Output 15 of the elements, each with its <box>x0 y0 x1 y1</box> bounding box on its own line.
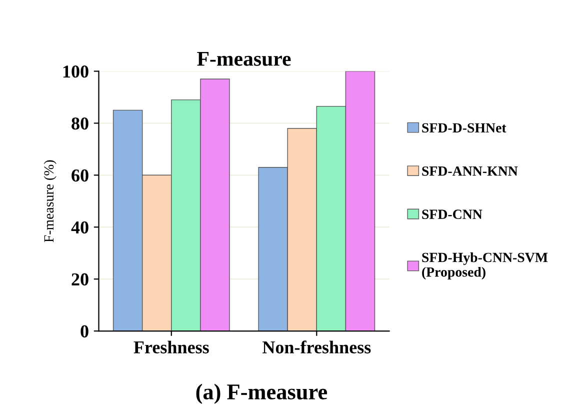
x-tick-label: Non-freshness <box>262 340 371 354</box>
legend-label: SFD-D-SHNet <box>422 123 506 133</box>
y-tick-label: 100 <box>63 65 88 78</box>
chart-title: F-measure <box>197 52 291 66</box>
y-tick-label: 20 <box>72 273 88 286</box>
y-tick-label: 40 <box>71 221 88 234</box>
y-tick-label: 0 <box>80 325 88 338</box>
x-tick-label: Freshness <box>134 340 209 354</box>
text: (a) F-measure <box>196 384 328 404</box>
y-axis-title: F-measure (%) <box>44 160 56 242</box>
legend-label: SFD-CNN <box>422 210 482 220</box>
y-tick-label: 80 <box>72 117 88 130</box>
legend-label: SFD-ANN-KNN <box>422 166 518 176</box>
legend-label: SFD-Hyb-CNN-SVM (Proposed) <box>422 252 548 280</box>
y-tick-label: 60 <box>72 169 88 182</box>
